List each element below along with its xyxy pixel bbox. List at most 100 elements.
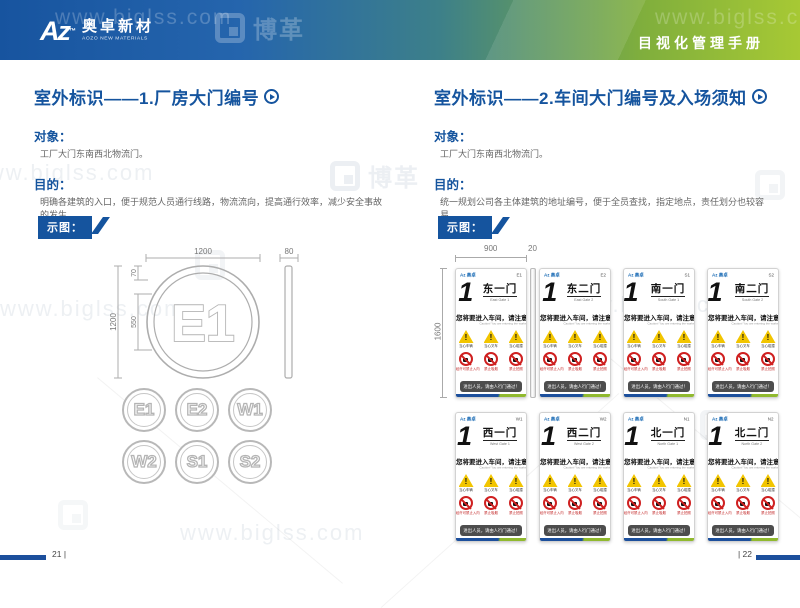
footer-bar-right [756, 555, 800, 560]
gate-code-text: W1 [237, 399, 264, 419]
card-footer-bar: 进出人员，请由人行门通过！ [544, 380, 606, 392]
warning-triangle-icon [651, 474, 667, 487]
card-gate-name-cn: 东二门 [566, 283, 602, 297]
sign-side-profile [530, 268, 536, 398]
warning-icon-row: 当心车辆 当心叉车 当心碰撞 [624, 474, 694, 493]
prohibition-icon [568, 496, 582, 510]
right-object-text: 工厂大门东南西北物流门。 [440, 149, 549, 159]
warning-label: 当心车辆 [543, 343, 557, 348]
prohibition-icon [568, 352, 582, 366]
warning-label: 当心叉车 [484, 487, 498, 492]
warning-triangle-icon [592, 474, 608, 487]
gate-code-text: S2 [239, 451, 261, 471]
prohibition-icon [652, 496, 666, 510]
card-notice-en: Caution! You are entering the workshop a… [731, 466, 778, 470]
prohibition-label: 未经许可禁止入内 [707, 510, 732, 515]
prohibition-icon-row: 未经许可禁止入内 禁止吸烟 禁止拍照 [624, 496, 694, 516]
left-page-title: 室外标识——1.厂房大门编号 [34, 84, 280, 109]
card-header: Az 奥卓 W1 [456, 413, 526, 422]
card-color-stripe [456, 537, 526, 541]
warning-triangle-icon [710, 474, 726, 487]
footer-bar-left [0, 555, 46, 560]
dim-thickness-label: 80 [285, 247, 294, 256]
gate-sign-card: Az 奥卓 E1 1 东一门 East Gate 1 您将要进入车间，请注意！ … [455, 268, 527, 398]
card-gate-name-en: West Gate 2 [574, 442, 594, 446]
prohibition-label: 禁止吸烟 [484, 510, 498, 515]
prohibition-label: 禁止拍照 [677, 366, 691, 371]
card-header: Az 奥卓 W2 [540, 413, 610, 422]
card-brand-logo: Az 奥卓 [712, 416, 728, 422]
left-diagram-badge: 示图： [38, 216, 110, 239]
gate-code-circle: W1 [228, 388, 272, 432]
prohibition-label: 未经许可禁止入内 [623, 510, 648, 515]
card-title: 1 西二门 West Gate 2 [540, 423, 610, 454]
card-color-stripe [624, 393, 694, 397]
card-footer-bar: 进出人员，请由人行门通过！ [628, 380, 690, 392]
card-notice-en: Caution! You are entering the workshop a… [731, 322, 778, 326]
card-header: Az 奥卓 E1 [456, 269, 526, 278]
card-notice-cn: 您将要进入车间，请注意！ [456, 315, 527, 322]
card-brand-logo: Az 奥卓 [628, 416, 644, 422]
left-object-text: 工厂大门东南西北物流门。 [40, 149, 149, 159]
dim-height-line: 1600 [433, 268, 447, 398]
prohibition-label: 未经许可禁止入内 [623, 366, 648, 371]
card-notice-en: Caution! You are entering the workshop a… [647, 322, 694, 326]
card-brand-logo: Az 奥卓 [460, 416, 476, 422]
gate-sign-card: Az 奥卓 N2 1 北二门 North Gate 2 您将要进入车间，请注意！… [707, 412, 779, 542]
prohibition-icon [509, 352, 523, 366]
warning-triangle-icon [735, 474, 751, 487]
card-notice-en: Caution! You are entering the workshop a… [563, 322, 610, 326]
dim-width-label: 1200 [194, 247, 212, 256]
card-notice-en: Caution! You are entering the workshop a… [563, 466, 610, 470]
right-diagram-badge: 示图： [438, 216, 510, 239]
warning-icon-row: 当心车辆 当心叉车 当心碰撞 [540, 474, 610, 493]
prohibition-icon [677, 352, 691, 366]
warning-label: 当心叉车 [568, 487, 582, 492]
prohibition-icon-row: 未经许可禁止入内 禁止吸烟 禁止拍照 [456, 496, 526, 516]
gate-code-text: W2 [131, 451, 158, 471]
prohibition-label: 未经许可禁止入内 [707, 366, 732, 371]
gate-cards-diagram: 900 20 1600 Az 奥卓 E1 1 东一门 East Gate 1 您… [433, 244, 790, 546]
page-number-right: | 22 [737, 549, 752, 559]
warning-triangle-icon [542, 474, 558, 487]
prohibition-label: 禁止拍照 [761, 366, 775, 371]
card-title: 1 北一门 North Gate 1 [624, 423, 694, 454]
logo-mark-icon: Az™ [40, 16, 76, 46]
play-icon[interactable] [264, 89, 280, 104]
prohibition-icon [711, 496, 725, 510]
warning-triangle-icon [508, 330, 524, 343]
card-big-number: 1 [458, 277, 474, 307]
warning-label: 当心车辆 [711, 487, 725, 492]
warning-triangle-icon [626, 474, 642, 487]
play-icon[interactable] [751, 89, 767, 104]
warning-triangle-icon [626, 330, 642, 343]
warning-label: 当心车辆 [459, 487, 473, 492]
prohibition-icon [543, 352, 557, 366]
card-gate-name-cn: 北一门 [650, 427, 686, 441]
warning-triangle-icon [508, 474, 524, 487]
prohibition-icon-row: 未经许可禁止入内 禁止吸烟 禁止拍照 [540, 352, 610, 372]
gate-sign-drawing: 1200 80 1200 70 550 E1 [109, 247, 299, 379]
card-brand-logo: Az 奥卓 [544, 416, 560, 422]
main-gate-code: E1 [171, 295, 235, 353]
card-big-number: 1 [623, 277, 639, 307]
watermark-brand: 博革 [330, 158, 420, 193]
prohibition-label: 禁止吸烟 [736, 366, 750, 371]
warning-label: 当心车辆 [711, 343, 725, 348]
warning-label: 当心叉车 [736, 487, 750, 492]
card-big-number: 1 [542, 277, 558, 307]
warning-label: 当心碰撞 [509, 487, 523, 492]
card-header: Az 奥卓 S1 [624, 269, 694, 278]
prohibition-icon [761, 496, 775, 510]
card-footer-bar: 进出人员，请由人行门通过！ [712, 380, 774, 392]
warning-triangle-icon [567, 330, 583, 343]
card-gate-code: N1 [684, 416, 690, 421]
warning-icon-row: 当心车辆 当心叉车 当心碰撞 [624, 330, 694, 349]
warning-triangle-icon [567, 474, 583, 487]
card-brand-logo: Az 奥卓 [712, 272, 728, 278]
prohibition-icon [627, 352, 641, 366]
prohibition-icon [711, 352, 725, 366]
prohibition-label: 禁止吸烟 [652, 510, 666, 515]
card-title: 1 南一门 South Gate 1 [624, 279, 694, 310]
card-notice-cn: 您将要进入车间，请注意！ [708, 315, 779, 322]
